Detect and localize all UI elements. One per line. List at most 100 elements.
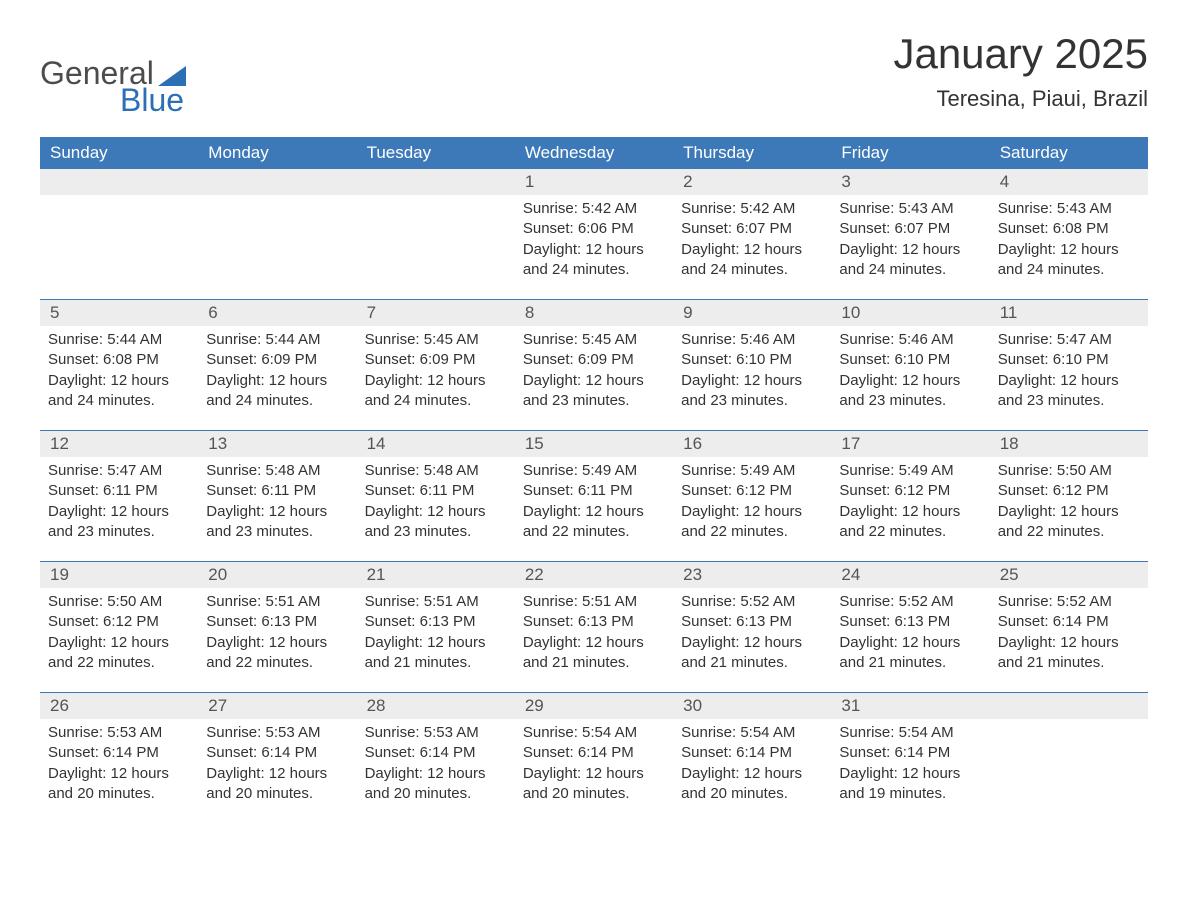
day-number: 4	[990, 169, 1148, 195]
daylight-text: Daylight: 12 hours and 21 minutes.	[681, 633, 823, 674]
sunrise-text: Sunrise: 5:51 AM	[206, 592, 348, 612]
sunrise-text: Sunrise: 5:44 AM	[48, 330, 190, 350]
day-header-monday: Monday	[198, 137, 356, 169]
day-cell: 1Sunrise: 5:42 AMSunset: 6:06 PMDaylight…	[515, 169, 673, 299]
sunrise-text: Sunrise: 5:52 AM	[681, 592, 823, 612]
day-number: 18	[990, 431, 1148, 457]
daylight-text: Daylight: 12 hours and 21 minutes.	[998, 633, 1140, 674]
day-cell: 23Sunrise: 5:52 AMSunset: 6:13 PMDayligh…	[673, 562, 831, 692]
day-info: Sunrise: 5:42 AMSunset: 6:07 PMDaylight:…	[681, 199, 823, 280]
day-number-empty	[40, 169, 198, 195]
daylight-text: Daylight: 12 hours and 21 minutes.	[523, 633, 665, 674]
daylight-text: Daylight: 12 hours and 24 minutes.	[839, 240, 981, 281]
day-number: 16	[673, 431, 831, 457]
week-row: 5Sunrise: 5:44 AMSunset: 6:08 PMDaylight…	[40, 299, 1148, 430]
sunset-text: Sunset: 6:11 PM	[48, 481, 190, 501]
day-info: Sunrise: 5:54 AMSunset: 6:14 PMDaylight:…	[523, 723, 665, 804]
day-number: 11	[990, 300, 1148, 326]
day-header-thursday: Thursday	[673, 137, 831, 169]
day-info: Sunrise: 5:52 AMSunset: 6:13 PMDaylight:…	[839, 592, 981, 673]
daylight-text: Daylight: 12 hours and 19 minutes.	[839, 764, 981, 805]
daylight-text: Daylight: 12 hours and 23 minutes.	[998, 371, 1140, 412]
sunrise-text: Sunrise: 5:52 AM	[839, 592, 981, 612]
sunset-text: Sunset: 6:14 PM	[365, 743, 507, 763]
day-number: 15	[515, 431, 673, 457]
daylight-text: Daylight: 12 hours and 23 minutes.	[206, 502, 348, 543]
day-cell: 17Sunrise: 5:49 AMSunset: 6:12 PMDayligh…	[831, 431, 989, 561]
day-cell: 25Sunrise: 5:52 AMSunset: 6:14 PMDayligh…	[990, 562, 1148, 692]
sunset-text: Sunset: 6:12 PM	[998, 481, 1140, 501]
sunrise-text: Sunrise: 5:50 AM	[998, 461, 1140, 481]
sunrise-text: Sunrise: 5:52 AM	[998, 592, 1140, 612]
sunrise-text: Sunrise: 5:46 AM	[839, 330, 981, 350]
day-cell: 18 Sunrise: 5:50 AMSunset: 6:12 PMDayligh…	[990, 431, 1148, 561]
sunrise-text: Sunrise: 5:53 AM	[206, 723, 348, 743]
sunrise-text: Sunrise: 5:53 AM	[365, 723, 507, 743]
daylight-text: Daylight: 12 hours and 20 minutes.	[523, 764, 665, 805]
calendar: Sunday Monday Tuesday Wednesday Thursday…	[40, 137, 1148, 823]
day-header-wednesday: Wednesday	[515, 137, 673, 169]
daylight-text: Daylight: 12 hours and 24 minutes.	[998, 240, 1140, 281]
sunset-text: Sunset: 6:07 PM	[839, 219, 981, 239]
day-info: Sunrise: 5:50 AMSunset: 6:12 PMDaylight:…	[998, 461, 1140, 542]
sunrise-text: Sunrise: 5:54 AM	[523, 723, 665, 743]
day-info: Sunrise: 5:48 AMSunset: 6:11 PMDaylight:…	[365, 461, 507, 542]
day-number: 2	[673, 169, 831, 195]
daylight-text: Daylight: 12 hours and 22 minutes.	[523, 502, 665, 543]
day-number: 24	[831, 562, 989, 588]
day-info: Sunrise: 5:53 AMSunset: 6:14 PMDaylight:…	[206, 723, 348, 804]
day-cell: 12Sunrise: 5:47 AMSunset: 6:11 PMDayligh…	[40, 431, 198, 561]
daylight-text: Daylight: 12 hours and 22 minutes.	[998, 502, 1140, 543]
daylight-text: Daylight: 12 hours and 22 minutes.	[839, 502, 981, 543]
sunset-text: Sunset: 6:13 PM	[365, 612, 507, 632]
sunset-text: Sunset: 6:14 PM	[839, 743, 981, 763]
daylight-text: Daylight: 12 hours and 22 minutes.	[48, 633, 190, 674]
sunrise-text: Sunrise: 5:42 AM	[523, 199, 665, 219]
day-number: 28	[357, 693, 515, 719]
day-number: 31	[831, 693, 989, 719]
logo: General Blue	[40, 55, 186, 119]
sunrise-text: Sunrise: 5:48 AM	[365, 461, 507, 481]
day-info: Sunrise: 5:53 AMSunset: 6:14 PMDaylight:…	[365, 723, 507, 804]
logo-text-blue: Blue	[120, 82, 186, 119]
sunset-text: Sunset: 6:10 PM	[998, 350, 1140, 370]
day-number: 14	[357, 431, 515, 457]
day-number: 8	[515, 300, 673, 326]
daylight-text: Daylight: 12 hours and 20 minutes.	[681, 764, 823, 805]
sunset-text: Sunset: 6:14 PM	[998, 612, 1140, 632]
daylight-text: Daylight: 12 hours and 23 minutes.	[523, 371, 665, 412]
day-info: Sunrise: 5:45 AMSunset: 6:09 PMDaylight:…	[365, 330, 507, 411]
day-number-empty	[198, 169, 356, 195]
day-number: 17	[831, 431, 989, 457]
week-row: 1Sunrise: 5:42 AMSunset: 6:06 PMDaylight…	[40, 169, 1148, 299]
day-cell: 2 Sunrise: 5:42 AMSunset: 6:07 PMDaylight…	[673, 169, 831, 299]
sunrise-text: Sunrise: 5:43 AM	[839, 199, 981, 219]
sunrise-text: Sunrise: 5:54 AM	[839, 723, 981, 743]
day-info: Sunrise: 5:46 AMSunset: 6:10 PMDaylight:…	[839, 330, 981, 411]
day-info: Sunrise: 5:46 AMSunset: 6:10 PMDaylight:…	[681, 330, 823, 411]
daylight-text: Daylight: 12 hours and 24 minutes.	[681, 240, 823, 281]
day-number: 29	[515, 693, 673, 719]
day-number: 13	[198, 431, 356, 457]
week-row: 26Sunrise: 5:53 AMSunset: 6:14 PMDayligh…	[40, 692, 1148, 823]
sunrise-text: Sunrise: 5:44 AM	[206, 330, 348, 350]
day-cell: 9Sunrise: 5:46 AMSunset: 6:10 PMDaylight…	[673, 300, 831, 430]
sunrise-text: Sunrise: 5:54 AM	[681, 723, 823, 743]
day-cell: 15Sunrise: 5:49 AMSunset: 6:11 PMDayligh…	[515, 431, 673, 561]
day-cell: 16Sunrise: 5:49 AMSunset: 6:12 PMDayligh…	[673, 431, 831, 561]
day-cell: 3 Sunrise: 5:43 AMSunset: 6:07 PMDaylight…	[831, 169, 989, 299]
daylight-text: Daylight: 12 hours and 24 minutes.	[523, 240, 665, 281]
day-cell	[990, 693, 1148, 823]
week-row: 19Sunrise: 5:50 AMSunset: 6:12 PMDayligh…	[40, 561, 1148, 692]
daylight-text: Daylight: 12 hours and 22 minutes.	[681, 502, 823, 543]
day-number: 21	[357, 562, 515, 588]
day-header-saturday: Saturday	[990, 137, 1148, 169]
day-number: 3	[831, 169, 989, 195]
daylight-text: Daylight: 12 hours and 23 minutes.	[48, 502, 190, 543]
day-cell: 10Sunrise: 5:46 AMSunset: 6:10 PMDayligh…	[831, 300, 989, 430]
day-number: 22	[515, 562, 673, 588]
day-cell: 8Sunrise: 5:45 AMSunset: 6:09 PMDaylight…	[515, 300, 673, 430]
day-cell: 28 Sunrise: 5:53 AMSunset: 6:14 PMDayligh…	[357, 693, 515, 823]
day-info: Sunrise: 5:50 AMSunset: 6:12 PMDaylight:…	[48, 592, 190, 673]
daylight-text: Daylight: 12 hours and 21 minutes.	[365, 633, 507, 674]
